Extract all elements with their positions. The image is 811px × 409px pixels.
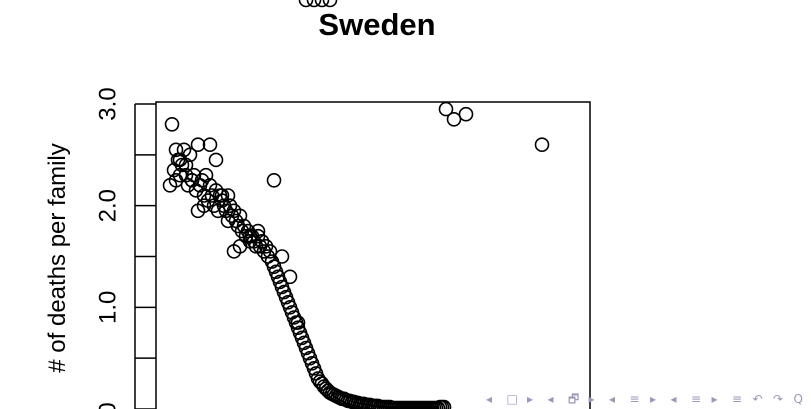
data-point bbox=[314, 0, 330, 8]
data-point bbox=[194, 173, 210, 188]
nav-glyph-icon[interactable]: 🗗 bbox=[568, 392, 579, 406]
data-point bbox=[458, 106, 474, 122]
nav-glyph-icon[interactable]: ◂ bbox=[548, 392, 554, 406]
data-point bbox=[232, 208, 248, 224]
nav-glyph-icon[interactable]: ≡ bbox=[691, 392, 701, 406]
data-point bbox=[168, 142, 184, 158]
data-point bbox=[250, 228, 266, 244]
nav-glyph-icon[interactable]: Q bbox=[794, 392, 803, 406]
data-point bbox=[242, 228, 258, 244]
data-point bbox=[306, 0, 322, 8]
nav-glyph-icon[interactable]: ▸ bbox=[527, 392, 533, 406]
data-point bbox=[274, 249, 290, 264]
data-point bbox=[290, 315, 306, 330]
y-tick-label: 2.0 bbox=[94, 189, 121, 222]
data-point bbox=[222, 198, 238, 213]
data-point bbox=[208, 152, 224, 168]
data-points bbox=[162, 0, 550, 409]
y-axis: 0 1.0 2.0 3.0 bbox=[94, 87, 156, 409]
data-point bbox=[220, 188, 236, 203]
data-point bbox=[214, 188, 230, 203]
nav-glyph-icon[interactable]: ◂ bbox=[609, 392, 615, 406]
data-point bbox=[446, 112, 462, 127]
data-point bbox=[370, 398, 386, 409]
data-point bbox=[164, 117, 180, 132]
data-point bbox=[258, 239, 274, 254]
y-tick-label: 1.0 bbox=[94, 291, 121, 324]
data-point bbox=[262, 244, 278, 259]
data-point bbox=[178, 157, 194, 173]
data-point bbox=[254, 234, 270, 249]
data-point bbox=[202, 137, 218, 152]
nav-glyph-icon[interactable]: ◂ bbox=[486, 392, 492, 406]
data-point bbox=[184, 173, 200, 188]
data-point bbox=[438, 101, 454, 117]
data-point bbox=[382, 399, 398, 409]
data-point bbox=[198, 167, 214, 183]
data-point bbox=[282, 269, 298, 285]
nav-glyph-icon[interactable]: ≡ bbox=[630, 392, 640, 406]
chart-title: Sweden bbox=[318, 7, 435, 42]
beamer-navigation-bar[interactable]: ◂ □ ▸ ◂ 🗗 ▸ ◂ ≡ ▸ ◂ ≡ ▸ ≡ ↶ ↷ Q bbox=[486, 392, 803, 406]
y-tick-label: 0 bbox=[94, 402, 121, 409]
data-point bbox=[220, 213, 236, 229]
y-axis-label: # of deaths per family bbox=[44, 143, 71, 372]
nav-glyph-icon[interactable]: ◂ bbox=[671, 392, 677, 406]
data-point bbox=[266, 173, 282, 188]
data-point bbox=[190, 137, 206, 152]
nav-glyph-icon[interactable]: ▸ bbox=[712, 392, 718, 406]
data-point bbox=[436, 399, 452, 409]
nav-glyph-icon[interactable]: ↷ bbox=[773, 392, 783, 406]
nav-glyph-icon[interactable]: ≡ bbox=[732, 392, 742, 406]
nav-glyph-icon[interactable]: □ bbox=[507, 392, 518, 406]
y-tick-label: 3.0 bbox=[94, 87, 121, 120]
data-point bbox=[322, 0, 338, 8]
nav-glyph-icon[interactable]: ↶ bbox=[753, 392, 763, 406]
data-point bbox=[250, 223, 266, 239]
data-point bbox=[232, 239, 248, 254]
plot-frame bbox=[155, 101, 591, 409]
nav-glyph-icon[interactable]: ▸ bbox=[589, 392, 595, 406]
nav-glyph-icon[interactable]: ▸ bbox=[650, 392, 656, 406]
data-point bbox=[298, 0, 314, 8]
data-point bbox=[534, 137, 550, 152]
data-point bbox=[196, 198, 212, 213]
